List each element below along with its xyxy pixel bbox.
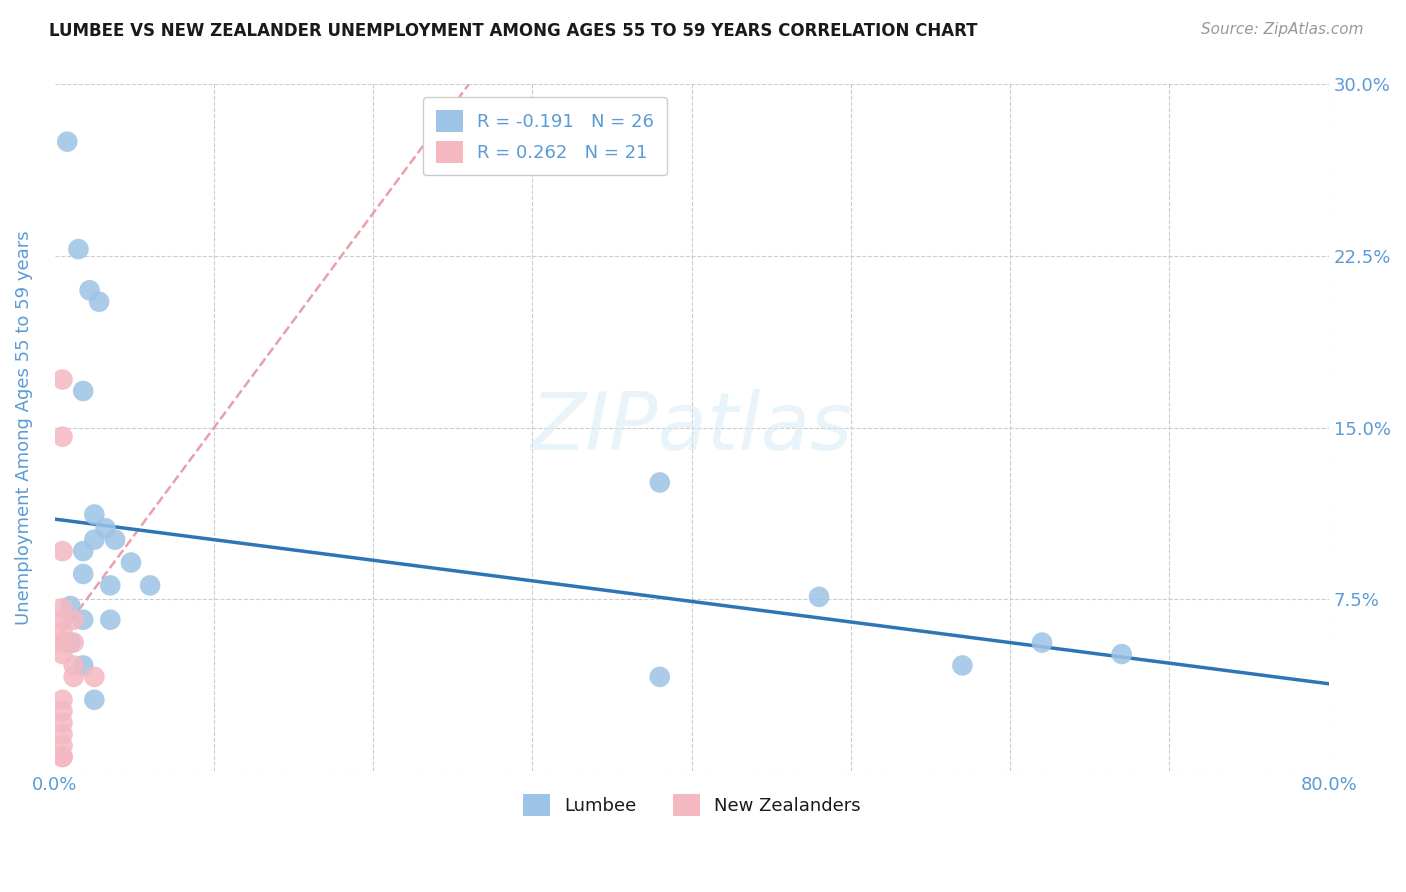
Point bbox=[62, 670, 84, 684]
Y-axis label: Unemployment Among Ages 55 to 59 years: Unemployment Among Ages 55 to 59 years bbox=[15, 230, 32, 625]
Point bbox=[51, 635, 73, 649]
Point bbox=[51, 430, 73, 444]
Point bbox=[648, 670, 671, 684]
Point bbox=[62, 613, 84, 627]
Point bbox=[808, 590, 831, 604]
Text: LUMBEE VS NEW ZEALANDER UNEMPLOYMENT AMONG AGES 55 TO 59 YEARS CORRELATION CHART: LUMBEE VS NEW ZEALANDER UNEMPLOYMENT AMO… bbox=[49, 22, 977, 40]
Point bbox=[62, 635, 84, 649]
Point bbox=[51, 715, 73, 730]
Point bbox=[120, 556, 142, 570]
Point bbox=[51, 613, 73, 627]
Point bbox=[51, 750, 73, 764]
Point bbox=[72, 613, 94, 627]
Point bbox=[139, 578, 162, 592]
Point bbox=[51, 372, 73, 386]
Point bbox=[51, 727, 73, 741]
Point bbox=[51, 601, 73, 615]
Point bbox=[83, 693, 105, 707]
Point bbox=[94, 521, 117, 535]
Point bbox=[83, 533, 105, 547]
Point bbox=[56, 135, 79, 149]
Point bbox=[59, 599, 82, 613]
Point bbox=[51, 693, 73, 707]
Text: Source: ZipAtlas.com: Source: ZipAtlas.com bbox=[1201, 22, 1364, 37]
Point bbox=[72, 658, 94, 673]
Point bbox=[648, 475, 671, 490]
Point bbox=[51, 544, 73, 558]
Point bbox=[62, 658, 84, 673]
Point bbox=[952, 658, 974, 673]
Point bbox=[51, 704, 73, 718]
Point bbox=[67, 242, 90, 256]
Point bbox=[1031, 635, 1053, 649]
Point bbox=[51, 750, 73, 764]
Point bbox=[51, 739, 73, 753]
Point bbox=[59, 635, 82, 649]
Point bbox=[72, 384, 94, 398]
Point bbox=[51, 635, 73, 649]
Point bbox=[72, 566, 94, 581]
Point bbox=[98, 578, 121, 592]
Point bbox=[1111, 647, 1133, 661]
Point bbox=[51, 647, 73, 661]
Point bbox=[89, 294, 111, 309]
Legend: Lumbee, New Zealanders: Lumbee, New Zealanders bbox=[516, 787, 868, 823]
Point bbox=[83, 670, 105, 684]
Point bbox=[98, 613, 121, 627]
Point bbox=[79, 283, 101, 297]
Point bbox=[72, 544, 94, 558]
Point bbox=[104, 533, 127, 547]
Text: ZIPatlas: ZIPatlas bbox=[530, 389, 852, 467]
Point bbox=[51, 624, 73, 639]
Point bbox=[83, 508, 105, 522]
